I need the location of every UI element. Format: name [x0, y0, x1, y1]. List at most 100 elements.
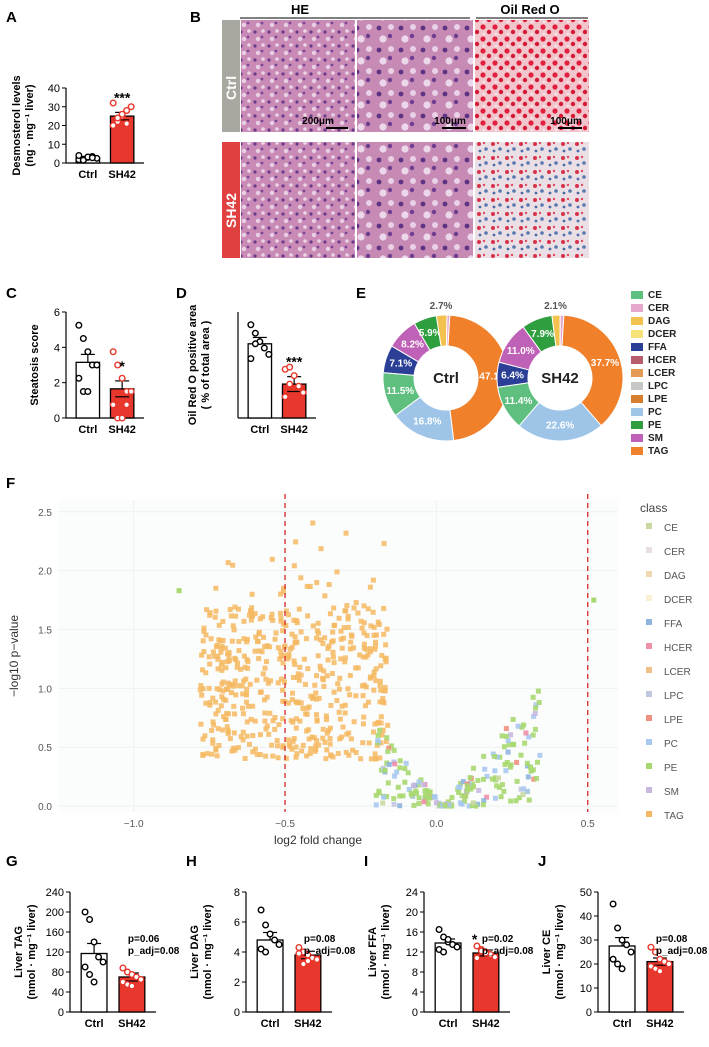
- scatter-point: [313, 696, 319, 702]
- scatter-point: [314, 738, 320, 744]
- scatter-point: [217, 687, 223, 693]
- scatter-point: [360, 654, 366, 660]
- scatter-point: [287, 743, 293, 749]
- scatter-point: [267, 710, 273, 716]
- scatter-point: [361, 641, 367, 647]
- x-tick-label: 0.0: [429, 819, 443, 830]
- scatter-point: [342, 702, 348, 708]
- scatter-point: [346, 752, 352, 758]
- data-point: [128, 982, 136, 990]
- legend-swatch: [631, 369, 643, 377]
- data-point: [86, 916, 94, 924]
- scatter-point: [386, 762, 392, 768]
- legend-swatch: [631, 356, 643, 364]
- scatter-point: [208, 636, 214, 642]
- scatter-point: [330, 649, 336, 655]
- scatter-point: [246, 612, 252, 618]
- y-tick-label: 16: [406, 927, 418, 939]
- data-point: [295, 944, 303, 952]
- legend-swatch: [631, 304, 643, 312]
- scatter-point: [320, 726, 326, 732]
- scatter-point: [250, 749, 256, 755]
- legend-swatch: [631, 395, 643, 403]
- legend-swatch: [646, 547, 652, 553]
- legend-label: LPC: [648, 381, 668, 392]
- scatter-point: [232, 678, 238, 684]
- data-point: [119, 964, 127, 972]
- scatter-point: [533, 775, 539, 781]
- scatter-point: [365, 699, 371, 705]
- data-point: [86, 971, 94, 979]
- scatter-point: [235, 683, 241, 689]
- scatter-point: [281, 679, 287, 685]
- y-tick-label: 40: [48, 83, 60, 95]
- legend-swatch: [646, 643, 652, 649]
- scatter-point: [285, 612, 291, 618]
- scatter-point: [320, 735, 326, 741]
- scatter-point: [293, 754, 299, 760]
- scatter-point: [351, 605, 357, 611]
- scatter-point: [201, 649, 207, 655]
- y-tick-label: 200: [46, 907, 64, 919]
- oil-red-o-header: Oil Red O: [500, 2, 559, 17]
- scatter-point: [469, 802, 475, 808]
- scatter-point: [241, 653, 247, 659]
- data-point: [265, 350, 273, 358]
- y-tick-label: 30: [580, 935, 592, 947]
- legend-label: HCER: [664, 643, 692, 654]
- scatter-point: [324, 730, 330, 736]
- y-axis-label: Liver DAG: [189, 925, 201, 979]
- donut-slice-cer: [446, 314, 451, 347]
- scatter-point: [313, 743, 319, 749]
- scatter-point: [322, 739, 328, 745]
- data-point: [286, 380, 294, 388]
- data-point: [286, 363, 294, 371]
- scatter-point: [492, 775, 498, 781]
- scatter-point: [347, 646, 353, 652]
- scatter-point: [275, 755, 281, 761]
- data-point: [79, 156, 87, 164]
- scatter-point: [300, 705, 306, 711]
- scatter-point: [391, 801, 397, 807]
- scatter-point: [402, 779, 408, 785]
- scatter-point: [294, 618, 300, 624]
- scatter-point: [499, 733, 505, 739]
- scatter-point: [224, 659, 230, 665]
- scatter-point: [222, 645, 228, 651]
- scatter-point: [204, 607, 210, 613]
- legend-swatch: [631, 447, 643, 455]
- scatter-point: [220, 714, 226, 720]
- p-value: p=0.08: [656, 934, 688, 945]
- data-point: [618, 965, 626, 973]
- scatter-point: [270, 617, 276, 623]
- scatter-point: [494, 783, 500, 789]
- row-label-sh42-bg: [222, 142, 240, 258]
- scatter-point: [505, 749, 511, 755]
- scatter-point: [244, 639, 250, 645]
- data-point: [491, 953, 499, 961]
- scatter-point: [433, 800, 439, 806]
- scatter-point: [207, 702, 213, 708]
- x-tick-label: Ctrl: [261, 1018, 280, 1030]
- data-point: [81, 963, 89, 971]
- scatter-point: [514, 759, 520, 765]
- scatter-point: [290, 719, 296, 725]
- scatter-point: [240, 691, 246, 697]
- scatter-point: [314, 712, 320, 718]
- data-point: [290, 372, 298, 380]
- scatter-point: [266, 731, 272, 737]
- donut-label: 2.7%: [430, 301, 453, 312]
- scatter-point: [312, 682, 318, 688]
- scatter-point: [534, 759, 540, 765]
- scatter-point: [256, 648, 262, 654]
- scatter-point: [510, 742, 516, 748]
- scatter-point: [464, 783, 470, 789]
- significance-mark: ***: [114, 89, 131, 105]
- scatter-point: [449, 795, 455, 801]
- scatter-point: [368, 674, 374, 680]
- scatter-point: [317, 663, 323, 669]
- data-point: [99, 958, 107, 966]
- scatter-point: [322, 635, 328, 641]
- legend-label: DAG: [664, 571, 686, 582]
- scatter-point: [176, 588, 182, 594]
